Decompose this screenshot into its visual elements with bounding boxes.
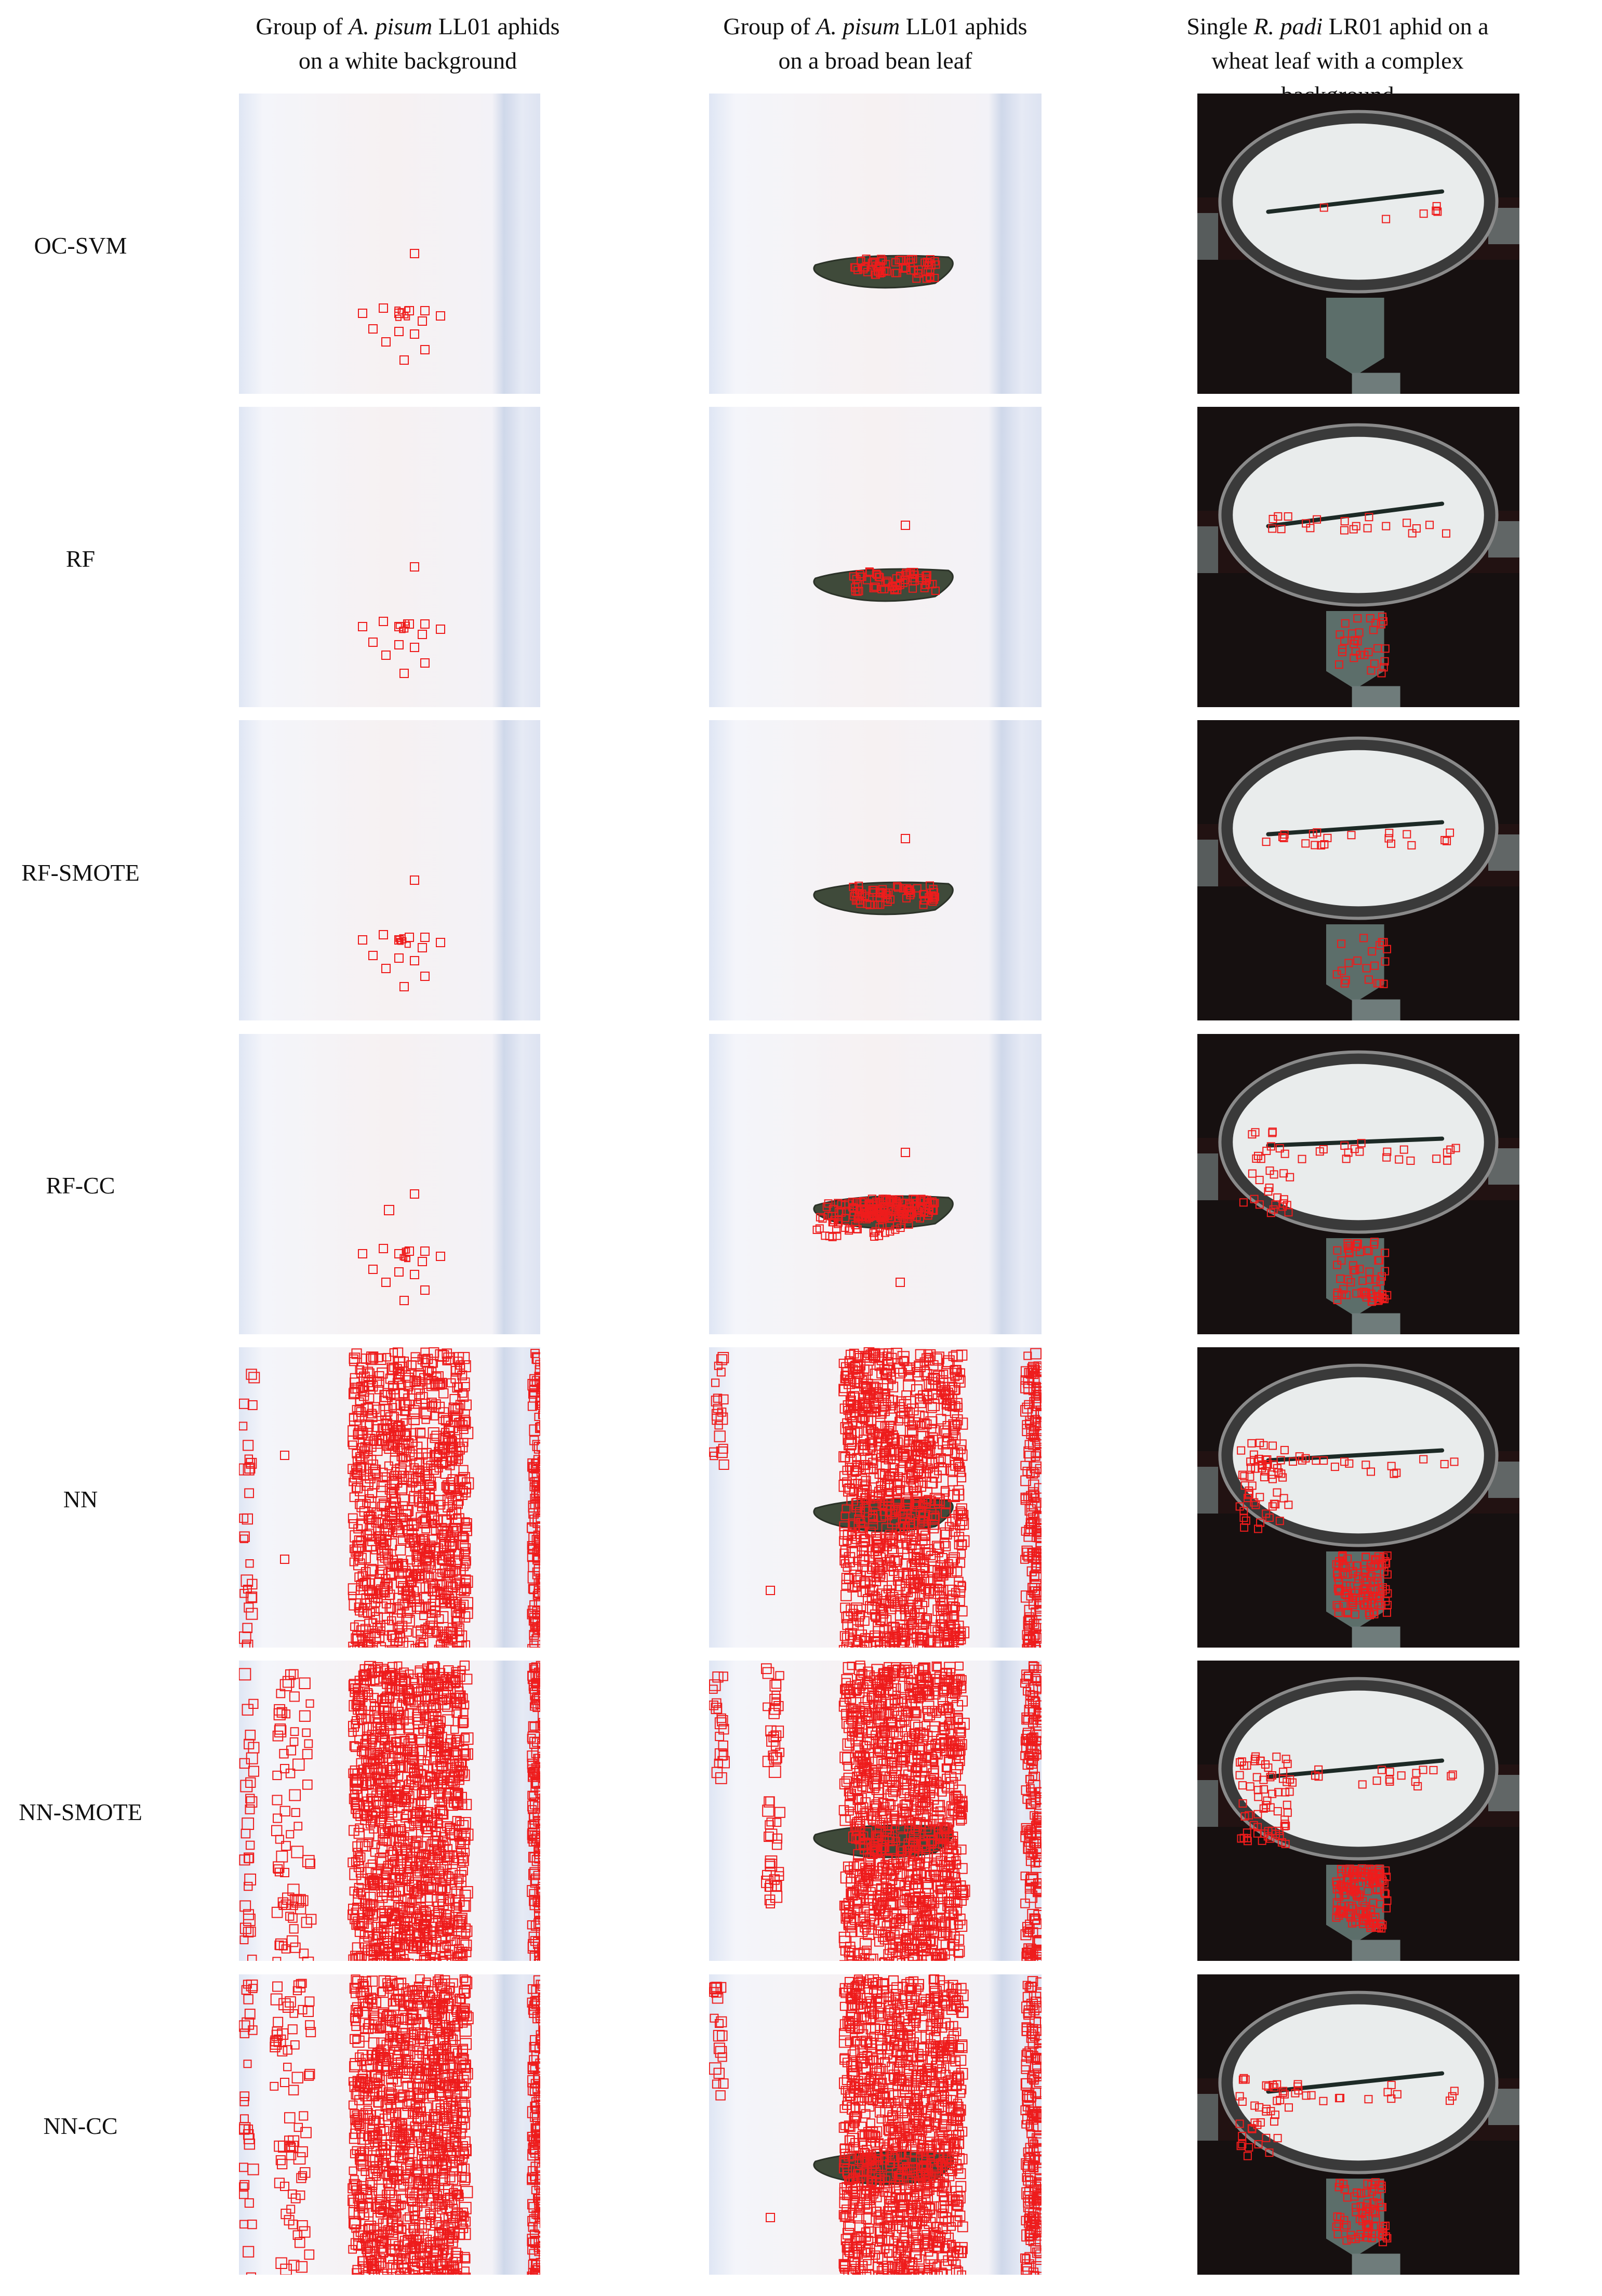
result-image-rf-smote-col3 — [1197, 720, 1519, 1020]
row-label-rf-cc: RF-CC — [46, 1172, 115, 1199]
result-image-rf-col3 — [1197, 407, 1519, 707]
row-label-nn-smote: NN-SMOTE — [19, 1799, 142, 1825]
column-header-broad-bean-leaf: Group of A. pisum LL01 aphids on a broad… — [723, 13, 1027, 74]
row-label-nn: NN — [63, 1486, 98, 1512]
result-image-nn-cc-col2 — [709, 1974, 1042, 2275]
result-image-rf-cc-col2 — [709, 1034, 1042, 1334]
result-image-nn-col3 — [1197, 1347, 1519, 1648]
result-image-nn-col1 — [239, 1347, 540, 1648]
result-image-nn-smote-col3 — [1197, 1661, 1519, 1961]
result-image-nn-cc-col3 — [1197, 1974, 1519, 2275]
result-image-rf-col2 — [709, 407, 1042, 707]
result-image-rf-col1 — [239, 407, 540, 707]
result-image-oc-svm-col2 — [709, 94, 1042, 394]
result-image-rf-smote-col1 — [239, 720, 540, 1020]
result-image-nn-col2 — [709, 1347, 1042, 1648]
result-image-rf-cc-col3 — [1197, 1034, 1519, 1334]
result-image-oc-svm-col3 — [1197, 94, 1519, 394]
column-header-white-background: Group of A. pisum LL01 aphids on a white… — [256, 13, 560, 74]
row-label-oc-svm: OC-SVM — [34, 232, 127, 259]
row-label-rf: RF — [65, 546, 96, 572]
row-label-rf-smote: RF-SMOTE — [21, 859, 140, 886]
result-image-oc-svm-col1 — [239, 94, 540, 394]
result-image-nn-smote-col2 — [709, 1661, 1042, 1961]
result-image-rf-smote-col2 — [709, 720, 1042, 1020]
result-image-rf-cc-col1 — [239, 1034, 540, 1334]
row-label-nn-cc: NN-CC — [43, 2113, 118, 2139]
result-image-nn-smote-col1 — [239, 1661, 540, 1961]
result-image-nn-cc-col1 — [239, 1974, 540, 2275]
